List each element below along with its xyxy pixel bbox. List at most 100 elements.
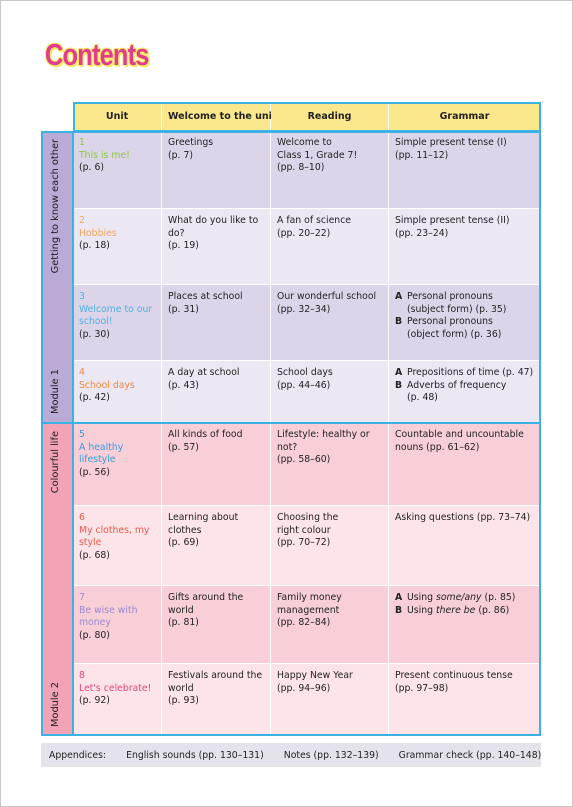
reading-cell: Happy New Year (pp. 94–96)	[271, 664, 389, 736]
grammar-line: (object form) (p. 36)	[407, 328, 502, 340]
grammar-cell: Present continuous tense (pp. 97–98)	[389, 664, 541, 736]
appendices-label: Appendices:	[49, 749, 107, 761]
welcome-line: (p. 19)	[168, 240, 199, 251]
reading-line: Lifestyle: healthy or	[277, 429, 370, 440]
grammar-cell: Simple present tense (I) (pp. 11–12)	[389, 131, 541, 209]
grammar-line: Present continuous tense	[395, 670, 513, 681]
page-title: Contents	[45, 37, 149, 72]
reading-line: (pp. 8–10)	[277, 162, 325, 173]
grammar-part: Using	[407, 604, 434, 616]
unit-number: 8	[79, 670, 85, 681]
reading-line: (pp. 20–22)	[277, 227, 331, 239]
unit-title: money	[79, 617, 111, 628]
welcome-line: (p. 7)	[168, 149, 193, 161]
column-header: Grammar	[389, 102, 541, 131]
reading-line: Happy New Year	[277, 670, 353, 681]
unit-cell: 6 My clothes, my style (p. 68)	[73, 506, 162, 586]
reading-line: (pp. 32–34)	[277, 303, 331, 315]
grammar-line: Simple present tense (II)	[395, 215, 510, 226]
unit-title: style	[79, 537, 102, 548]
unit-page: (p. 80)	[79, 629, 110, 641]
unit-cell: 4 School days (p. 42)	[73, 361, 162, 423]
reading-line: Class 1, Grade 7!	[277, 149, 358, 161]
reading-line: (pp. 70–72)	[277, 537, 331, 548]
grammar-line: (pp. 11–12)	[395, 149, 449, 161]
welcome-line: (p. 57)	[168, 441, 199, 453]
unit-number: 4	[79, 367, 85, 378]
unit-cell: 1 This is me! (p. 6)	[73, 131, 162, 209]
grammar-body: Prepositions of time (p. 47)	[407, 367, 533, 380]
unit-number: 3	[79, 291, 85, 302]
welcome-line: Greetings	[168, 137, 214, 148]
grammar-line: Using some/any (p. 85)	[407, 592, 515, 605]
reading-line: (pp. 82–84)	[277, 617, 331, 628]
column-header: Reading	[271, 102, 389, 131]
grammar-line: (subject form) (p. 35)	[407, 303, 507, 315]
unit-cell: 2 Hobbies (p. 18)	[73, 209, 162, 285]
grammar-line: Personal pronouns	[407, 316, 493, 327]
unit-page: (p. 30)	[79, 328, 110, 340]
welcome-line: Festivals around the	[168, 670, 263, 681]
reading-line: (pp. 44–46)	[277, 379, 331, 391]
grammar-body: Personal pronouns (object form) (p. 36)	[407, 316, 501, 341]
unit-title: Be wise with	[79, 604, 138, 616]
unit-number: 2	[79, 215, 85, 226]
appendices: Appendices: English sounds (pp. 130–131)…	[41, 743, 541, 767]
grammar-marker: B	[395, 316, 403, 327]
unit-number: 1	[79, 137, 85, 148]
unit-title: Welcome to our	[79, 303, 153, 315]
grammar-body: Adverbs of frequency (p. 48)	[407, 380, 506, 405]
welcome-cell: What do you like to do? (p. 19)	[162, 209, 271, 285]
welcome-cell: Greetings (p. 7)	[162, 131, 271, 209]
grammar-part: (p. 86)	[478, 604, 510, 616]
reading-line: Choosing the	[277, 512, 339, 523]
module-column: Colourful life Module 2	[41, 423, 73, 736]
reading-line: (pp. 58–60)	[277, 454, 331, 465]
module-label: Module 2	[50, 682, 62, 727]
reading-cell: Welcome to Class 1, Grade 7! (pp. 8–10)	[271, 131, 389, 209]
module-divider	[72, 131, 74, 736]
unit-title: My clothes, my	[79, 524, 150, 536]
grammar-marker: A	[395, 592, 403, 603]
unit-page: (p. 92)	[79, 695, 110, 706]
grammar-cell: A Using some/any (p. 85) B Using there be (…	[389, 586, 541, 664]
reading-cell: Lifestyle: healthy or not? (pp. 58–60)	[271, 423, 389, 506]
grammar-item: A Prepositions of time (p. 47)	[395, 367, 534, 380]
reading-line: management	[277, 604, 340, 616]
grammar-cell: A Personal pronouns (subject form) (p. 35)…	[389, 285, 541, 361]
grammar-item: B Personal pronouns (object form) (p. 36)	[395, 316, 534, 341]
grammar-line: Using there be (p. 86)	[407, 605, 509, 618]
column-header: Unit	[73, 102, 162, 131]
grammar-line: Prepositions of time (p. 47)	[407, 367, 534, 378]
grammar-line: Personal pronouns	[407, 291, 493, 302]
welcome-line: (p. 31)	[168, 303, 199, 315]
module-label: Module 1	[50, 369, 62, 414]
appendix-item: Notes (pp. 132–139)	[283, 749, 379, 761]
grammar-line: (pp. 23–24)	[395, 227, 449, 239]
welcome-line: world	[168, 604, 194, 616]
unit-cell: 8 Let's celebrate! (p. 92)	[73, 664, 162, 736]
welcome-line: Learning about	[168, 512, 239, 523]
grammar-cell: A Prepositions of time (p. 47) B Adverbs of…	[389, 361, 541, 423]
grammar-body: Using there be (p. 86)	[407, 605, 509, 618]
welcome-line: (p. 43)	[168, 379, 199, 391]
welcome-line: All kinds of food	[168, 429, 243, 440]
grammar-cell: Simple present tense (II) (pp. 23–24)	[389, 209, 541, 285]
grammar-marker: B	[395, 379, 403, 391]
welcome-cell: Places at school (p. 31)	[162, 285, 271, 361]
unit-page: (p. 18)	[79, 240, 110, 251]
unit-page: (p. 68)	[79, 549, 110, 561]
unit-title: lifestyle	[79, 454, 116, 465]
unit-cell: 3 Welcome to our school! (p. 30)	[73, 285, 162, 361]
unit-cell: 7 Be wise with money (p. 80)	[73, 586, 162, 664]
grammar-part: some/any	[436, 592, 482, 603]
grammar-line: (p. 48)	[407, 392, 438, 403]
welcome-line: What do you like to	[168, 215, 259, 226]
grammar-cell: Asking questions (pp. 73–74)	[389, 506, 541, 586]
grammar-body: Using some/any (p. 85)	[407, 592, 515, 605]
grammar-item: B Adverbs of frequency (p. 48)	[395, 380, 534, 405]
module-name: Colourful life	[50, 431, 62, 494]
unit-page: (p. 42)	[79, 392, 110, 403]
unit-title: Hobbies	[79, 227, 117, 239]
